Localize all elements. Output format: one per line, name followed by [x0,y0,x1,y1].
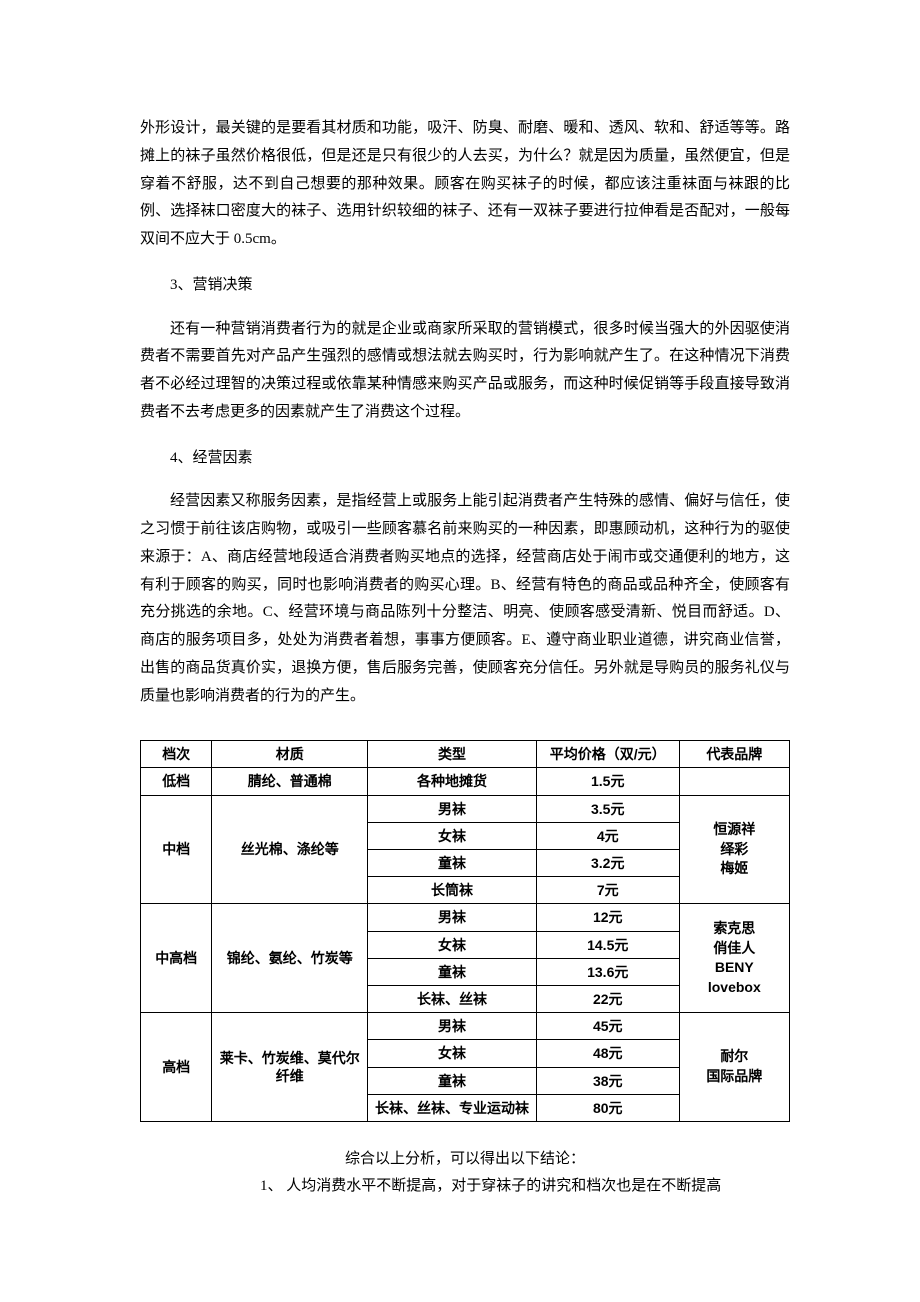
th-brand: 代表品牌 [679,741,789,768]
cell-type: 女袜 [368,822,537,849]
table-row: 高档 莱卡、竹炭维、莫代尔纤维 男袜 45元 耐尔国际品牌 [141,1013,790,1040]
cell-price: 1.5元 [536,768,679,795]
cell-type: 长袜、丝袜、专业运动袜 [368,1094,537,1121]
paragraph-design: 外形设计，最关键的是要看其材质和功能，吸汗、防臭、耐磨、暖和、透风、软和、舒适等… [140,115,790,254]
table-row: 中档 丝光棉、涤纶等 男袜 3.5元 恒源祥绎彩梅姬 [141,795,790,822]
paragraph-marketing: 还有一种营销消费者行为的就是企业或商家所采取的营销模式，很多时候当强大的外因驱使… [140,316,790,427]
conclusion-item-1: 1、 人均消费水平不断提高，对于穿袜子的讲究和档次也是在不断提高 [260,1173,790,1200]
cell-type: 男袜 [368,1013,537,1040]
cell-brand: 索克思俏佳人BENYlovebox [679,904,789,1013]
heading-business: 4、经营因素 [140,445,790,473]
cell-type: 男袜 [368,795,537,822]
th-price: 平均价格（双/元） [536,741,679,768]
cell-price: 4元 [536,822,679,849]
cell-price: 14.5元 [536,931,679,958]
cell-tier: 低档 [141,768,212,795]
cell-type: 男袜 [368,904,537,931]
cell-material: 腈纶、普通棉 [212,768,368,795]
cell-brand: 耐尔国际品牌 [679,1013,789,1122]
cell-price: 3.2元 [536,850,679,877]
th-type: 类型 [368,741,537,768]
cell-price: 22元 [536,985,679,1012]
cell-type: 各种地摊货 [368,768,537,795]
table-row: 中高档 锦纶、氨纶、竹炭等 男袜 12元 索克思俏佳人BENYlovebox [141,904,790,931]
th-material: 材质 [212,741,368,768]
cell-type: 童袜 [368,958,537,985]
cell-type: 童袜 [368,1067,537,1094]
table-row: 低档 腈纶、普通棉 各种地摊货 1.5元 [141,768,790,795]
cell-price: 7元 [536,877,679,904]
cell-price: 48元 [536,1040,679,1067]
cell-tier: 高档 [141,1013,212,1122]
cell-tier: 中高档 [141,904,212,1013]
conclusion-lead: 综合以上分析，可以得出以下结论： [140,1146,790,1173]
cell-type: 长袜、丝袜 [368,985,537,1012]
cell-price: 12元 [536,904,679,931]
cell-brand [679,768,789,795]
price-table: 档次 材质 类型 平均价格（双/元） 代表品牌 低档 腈纶、普通棉 各种地摊货 … [140,740,790,1122]
cell-material: 锦纶、氨纶、竹炭等 [212,904,368,1013]
cell-price: 45元 [536,1013,679,1040]
heading-marketing: 3、营销决策 [140,272,790,300]
cell-price: 13.6元 [536,958,679,985]
cell-brand: 恒源祥绎彩梅姬 [679,795,789,904]
cell-material: 丝光棉、涤纶等 [212,795,368,904]
cell-tier: 中档 [141,795,212,904]
cell-price: 38元 [536,1067,679,1094]
cell-material: 莱卡、竹炭维、莫代尔纤维 [212,1013,368,1122]
paragraph-business: 经营因素又称服务因素，是指经营上或服务上能引起消费者产生特殊的感情、偏好与信任，… [140,488,790,710]
cell-price: 3.5元 [536,795,679,822]
cell-type: 女袜 [368,931,537,958]
cell-type: 长筒袜 [368,877,537,904]
th-tier: 档次 [141,741,212,768]
cell-price: 80元 [536,1094,679,1121]
table-header-row: 档次 材质 类型 平均价格（双/元） 代表品牌 [141,741,790,768]
cell-type: 童袜 [368,850,537,877]
cell-type: 女袜 [368,1040,537,1067]
